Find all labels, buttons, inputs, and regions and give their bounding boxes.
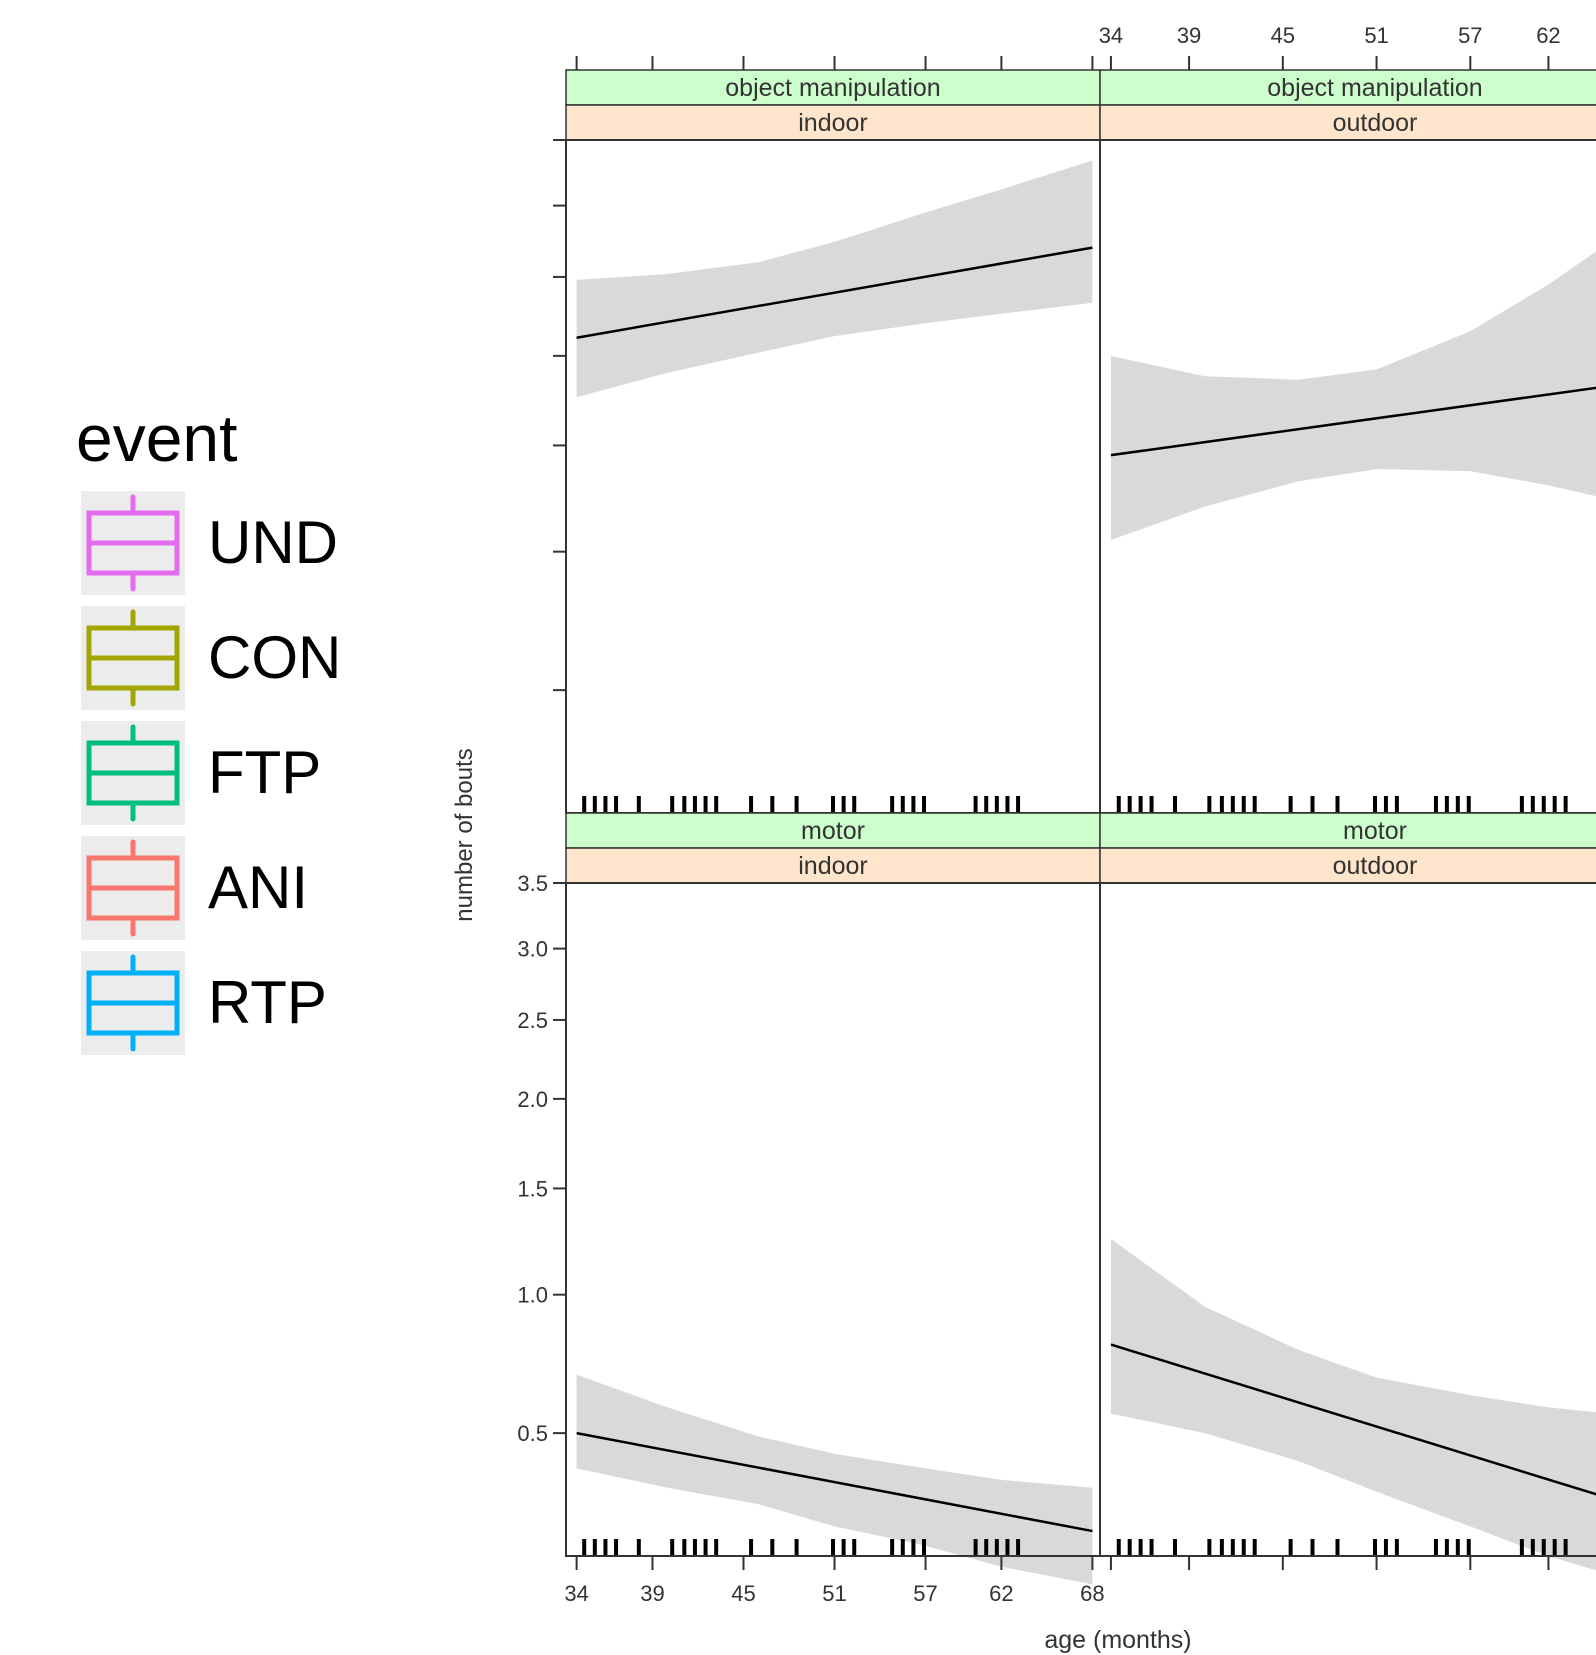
strip-label-top: motor xyxy=(1343,817,1407,845)
legend-label: UND xyxy=(208,509,338,576)
legend-item: RTP xyxy=(76,951,396,1055)
strip-label-bottom: outdoor xyxy=(1333,109,1418,137)
y-axis-label: number of bouts xyxy=(451,748,478,921)
legend-item: UND xyxy=(76,491,396,595)
panel-frame xyxy=(1099,882,1596,1557)
y-tick-label: 3.0 xyxy=(517,937,548,962)
panel-strip-bottom xyxy=(1099,104,1596,141)
x-tick-label: 51 xyxy=(1364,23,1388,48)
x-tick-label: 39 xyxy=(640,1581,664,1606)
x-tick-label: 68 xyxy=(1080,1581,1104,1606)
x-tick-label: 62 xyxy=(989,1581,1013,1606)
y-tick-label: 2.5 xyxy=(517,1008,548,1033)
panel-strip-top xyxy=(1099,812,1596,849)
confidence-band xyxy=(576,1374,1093,1585)
legend-title: event xyxy=(76,401,238,475)
x-tick-label: 39 xyxy=(1177,23,1201,48)
fit-line xyxy=(576,1431,1093,1533)
strip-label-top: motor xyxy=(801,817,865,845)
strip-label-bottom: indoor xyxy=(798,852,868,880)
panel-strip-bottom xyxy=(565,104,1101,141)
y-tick-label: 2.0 xyxy=(517,1087,548,1112)
legend-item: FTP xyxy=(76,721,396,825)
boxplot-key-icon xyxy=(81,721,185,825)
y-tick-label: 1.0 xyxy=(517,1283,548,1308)
x-tick-label: 34 xyxy=(564,1581,588,1606)
panel-strip-bottom xyxy=(1099,847,1596,884)
legend-label: CON xyxy=(208,624,342,691)
legend-items: UND CON FTP ANI RTP xyxy=(76,491,396,1055)
x-tick-label: 57 xyxy=(913,1581,937,1606)
confidence-band xyxy=(576,160,1093,398)
legend-item: ANI xyxy=(76,836,396,940)
legend: event UND CON FTP ANI RTP xyxy=(76,405,396,1066)
strip-label-bottom: outdoor xyxy=(1333,852,1418,880)
x-tick-label: 45 xyxy=(1271,23,1295,48)
panels-layer: object manipulation indoor object manipula… xyxy=(517,23,1596,1606)
strip-label-bottom: indoor xyxy=(798,109,868,137)
boxplot-key-icon xyxy=(81,606,185,710)
x-tick-label: 62 xyxy=(1536,23,1560,48)
x-tick-label: 34 xyxy=(1099,23,1123,48)
boxplot-key-icon xyxy=(81,491,185,595)
legend-item: CON xyxy=(76,606,396,710)
strip-label-top: object manipulation xyxy=(1267,74,1482,102)
confidence-band xyxy=(1110,251,1596,540)
strip-label-top: object manipulation xyxy=(725,74,940,102)
x-tick-label: 51 xyxy=(822,1581,846,1606)
x-axis-label: age (months) xyxy=(1044,1626,1191,1654)
y-tick-label: 3.5 xyxy=(517,871,548,896)
y-tick-label: 1.5 xyxy=(517,1176,548,1201)
legend-label: FTP xyxy=(208,739,322,806)
y-tick-label: 0.5 xyxy=(517,1421,548,1446)
panel-strip-bottom xyxy=(565,847,1101,884)
x-tick-label: 45 xyxy=(731,1581,755,1606)
fit-line xyxy=(576,246,1093,339)
legend-label: ANI xyxy=(208,854,309,921)
confidence-band xyxy=(1110,1238,1596,1571)
boxplot-key-icon xyxy=(81,951,185,1055)
fit-line xyxy=(1110,1343,1596,1496)
legend-label: RTP xyxy=(208,969,327,1036)
fit-line xyxy=(1110,386,1596,457)
boxplot-key-icon xyxy=(81,836,185,940)
x-tick-label: 57 xyxy=(1458,23,1482,48)
